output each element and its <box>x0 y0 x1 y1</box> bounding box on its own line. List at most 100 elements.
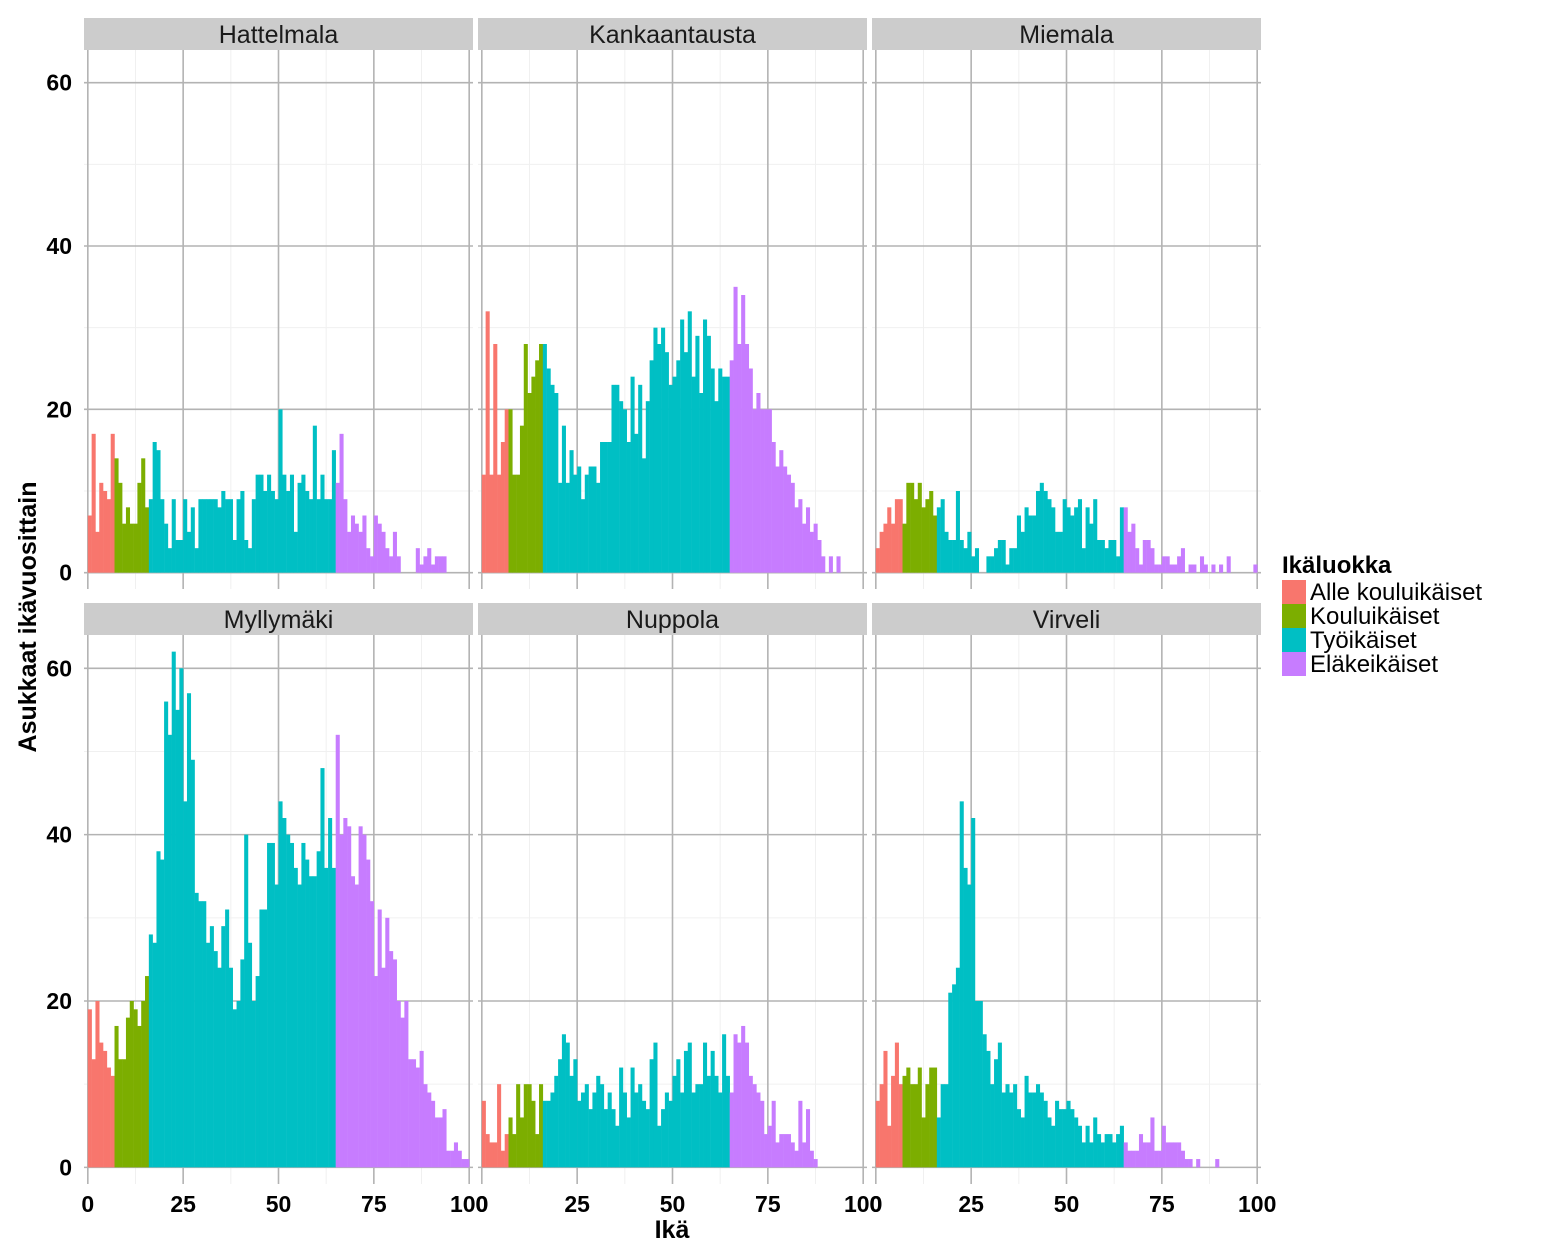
bar-age-78 <box>1173 564 1178 573</box>
bar-age-66 <box>339 433 344 573</box>
bar-age-49 <box>274 884 279 1168</box>
bar-age-34 <box>1005 564 1010 573</box>
bar-age-66 <box>733 286 738 573</box>
bar-age-26 <box>186 531 192 573</box>
bar-age-71 <box>358 826 363 1168</box>
bar-age-17 <box>546 368 551 573</box>
bar-age-33 <box>213 951 218 1168</box>
bar-age-12 <box>527 1084 532 1168</box>
bar-age-62 <box>1112 540 1117 573</box>
bar-age-36 <box>1013 1084 1018 1168</box>
bar-age-32 <box>603 442 608 573</box>
bar-age-14 <box>141 458 146 573</box>
bar-age-37 <box>622 1092 627 1168</box>
x-axis-title: Ikä <box>655 1216 690 1244</box>
bar-age-93 <box>442 1109 447 1168</box>
bar-age-43 <box>1039 1092 1044 1168</box>
bar-age-16 <box>542 1100 547 1168</box>
y-tick-label: 40 <box>46 822 72 848</box>
bar-age-54 <box>687 1042 692 1168</box>
bar-age-32 <box>209 926 214 1168</box>
bar-age-15 <box>539 1084 544 1168</box>
bar-age-53 <box>289 474 295 573</box>
bar-age-26 <box>580 1092 586 1168</box>
bar-age-3 <box>887 507 892 573</box>
bar-age-11 <box>917 482 922 573</box>
x-tick-label: 50 <box>266 1191 292 1217</box>
bar-age-7 <box>114 1025 119 1168</box>
bar-age-59 <box>312 876 317 1168</box>
bar-age-88 <box>423 556 428 573</box>
bar-age-44 <box>255 976 260 1168</box>
bar-age-6 <box>504 409 509 573</box>
bar-age-40 <box>240 959 245 1168</box>
bar-age-58 <box>1097 1134 1102 1168</box>
bar-age-70 <box>1142 540 1147 573</box>
bar-age-24 <box>573 474 578 573</box>
x-tick-label: 75 <box>1149 1191 1175 1217</box>
bar-age-0 <box>481 1100 486 1168</box>
legend-label: Kouluikäiset <box>1310 603 1440 630</box>
bar-age-27 <box>584 1084 589 1168</box>
bar-age-20 <box>558 482 563 573</box>
bar-age-77 <box>775 1142 780 1168</box>
bar-age-60 <box>710 368 715 573</box>
bar-age-38 <box>1020 531 1025 573</box>
bar-age-41 <box>638 384 643 573</box>
bar-age-32 <box>209 499 214 573</box>
bar-age-2 <box>489 1142 494 1168</box>
bar-age-49 <box>668 1100 673 1168</box>
bar-age-7 <box>508 1117 513 1168</box>
bar-age-56 <box>695 335 700 573</box>
bar-age-45 <box>259 909 264 1168</box>
bar-age-10 <box>125 507 131 573</box>
bar-age-27 <box>190 507 195 573</box>
bar-age-14 <box>141 1001 146 1168</box>
bar-age-48 <box>664 1092 669 1168</box>
bar-age-79 <box>783 1134 788 1168</box>
bar-age-32 <box>603 1109 608 1168</box>
bar-age-13 <box>137 482 142 573</box>
bar-age-48 <box>664 352 669 573</box>
bar-age-54 <box>1081 548 1086 573</box>
bar-age-44 <box>255 474 260 573</box>
bar-age-76 <box>377 523 382 573</box>
bar-age-83 <box>1192 564 1197 573</box>
bar-age-67 <box>737 1042 742 1168</box>
bar-age-46 <box>657 1125 662 1168</box>
bar-age-29 <box>986 1050 991 1168</box>
bar-age-72 <box>362 515 367 573</box>
bar-age-63 <box>1116 556 1121 573</box>
bar-age-47 <box>661 1109 666 1168</box>
bar-age-69 <box>1138 564 1144 573</box>
bar-age-82 <box>1188 1159 1193 1168</box>
bar-age-13 <box>531 376 536 573</box>
bar-age-26 <box>974 548 980 573</box>
legend-label: Eläkeikäiset <box>1310 651 1438 678</box>
facet-strip <box>84 603 473 635</box>
bar-age-42 <box>641 1100 647 1168</box>
bar-age-68 <box>347 531 352 573</box>
bar-age-59 <box>1100 540 1105 573</box>
bar-age-49 <box>1062 499 1067 573</box>
bar-age-40 <box>240 491 245 573</box>
bar-age-80 <box>1180 548 1185 573</box>
bar-age-36 <box>619 1067 624 1168</box>
bar-age-23 <box>175 709 180 1168</box>
bar-age-74 <box>370 901 375 1168</box>
bar-age-52 <box>286 491 291 573</box>
bar-age-65 <box>1123 1142 1128 1168</box>
bar-age-9 <box>122 523 127 573</box>
bar-age-46 <box>657 344 662 573</box>
bar-age-25 <box>577 1100 582 1168</box>
bar-age-22 <box>171 499 176 573</box>
bar-age-11 <box>129 1001 134 1168</box>
bar-age-1 <box>879 531 884 573</box>
bar-age-32 <box>997 1042 1002 1168</box>
bar-age-31 <box>994 548 999 573</box>
bar-age-67 <box>343 818 348 1168</box>
bar-age-9 <box>516 474 521 573</box>
bar-age-40 <box>1028 1092 1033 1168</box>
bar-age-10 <box>125 1017 131 1168</box>
bar-age-66 <box>339 834 344 1168</box>
